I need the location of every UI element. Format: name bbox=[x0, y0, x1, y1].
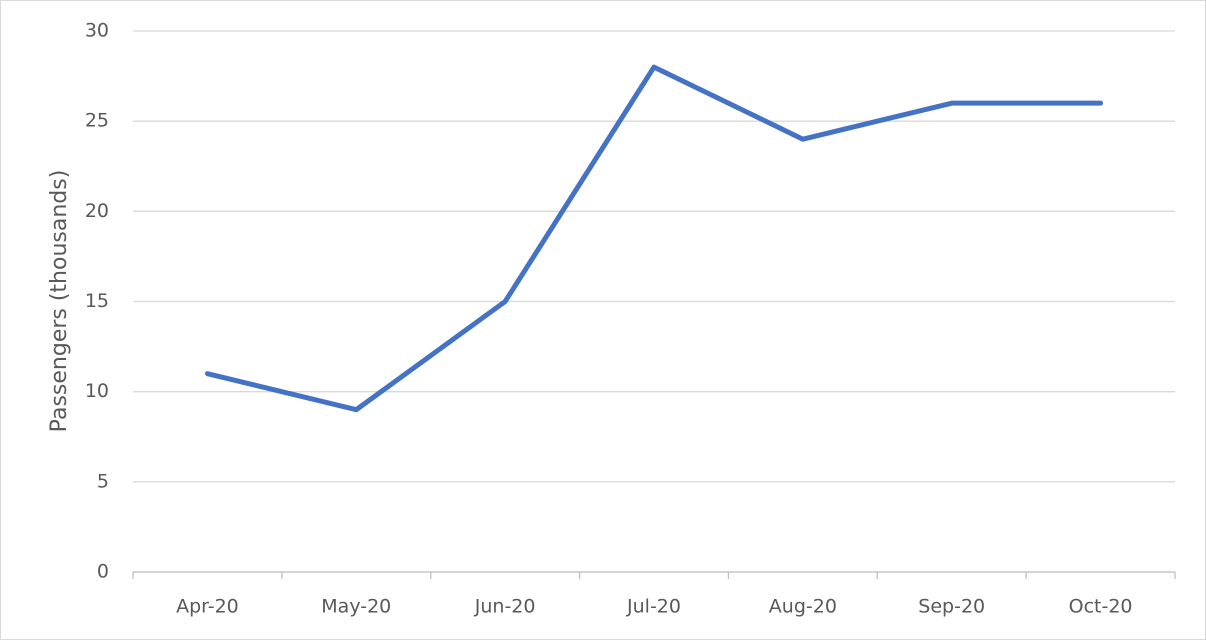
data-line bbox=[204, 64, 1104, 413]
y-tick-label: 30 bbox=[85, 20, 109, 42]
x-tick-label: Apr-20 bbox=[176, 596, 239, 618]
y-tick-label: 0 bbox=[97, 561, 109, 583]
x-tick-label: Sep-20 bbox=[918, 596, 985, 618]
x-tick-label: Oct-20 bbox=[1069, 596, 1133, 618]
x-tick-label: May-20 bbox=[321, 596, 391, 618]
y-tick-label: 20 bbox=[85, 200, 109, 222]
y-axis-label: Passengers (thousands) bbox=[47, 170, 72, 433]
x-tick-label: Jun-20 bbox=[474, 596, 536, 618]
y-tick-label: 10 bbox=[85, 380, 109, 402]
y-tick-label: 15 bbox=[85, 290, 109, 312]
x-tick-label: Aug-20 bbox=[769, 596, 837, 618]
x-tick-label: Jul-20 bbox=[626, 596, 681, 618]
y-tick-label: 25 bbox=[85, 110, 109, 132]
y-tick-label: 5 bbox=[97, 470, 109, 492]
